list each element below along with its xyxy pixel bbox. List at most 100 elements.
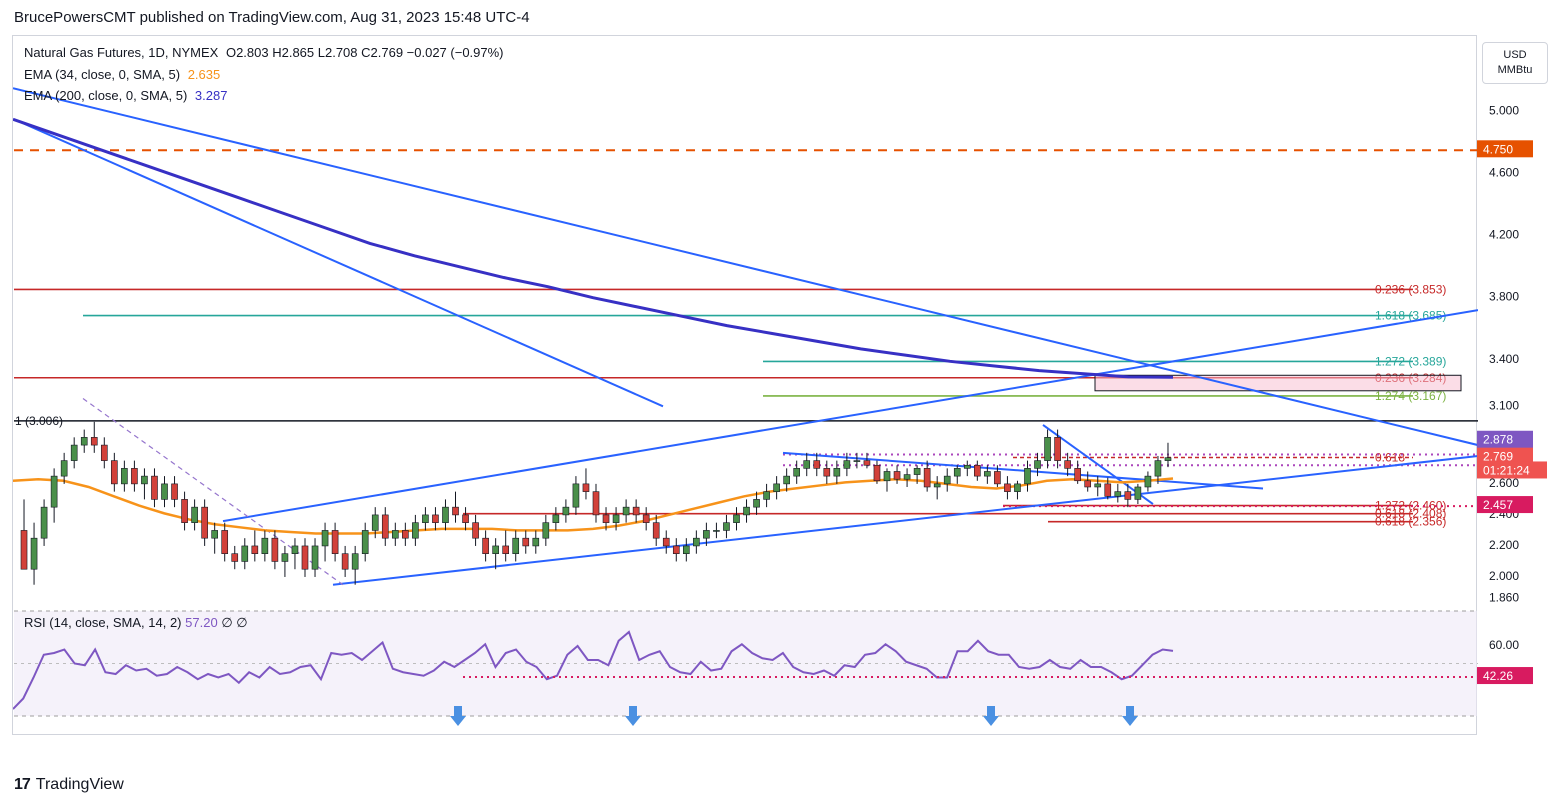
candle-body	[703, 530, 710, 539]
candle-body	[1084, 480, 1092, 488]
price-tick-label: 3.800	[1489, 290, 1519, 304]
candle-body	[452, 506, 459, 516]
fib-level-label: 1.272 (3.389)	[1375, 354, 1446, 368]
tradingview-logo[interactable]: 17 TradingView	[14, 776, 124, 794]
unit-label: MMBtu	[1497, 64, 1533, 76]
candle-body	[512, 537, 520, 554]
trend-line	[222, 309, 1478, 523]
rsi-price-tag	[1477, 667, 1533, 685]
candle-body	[1094, 483, 1102, 488]
candle-body	[171, 483, 178, 500]
rsi-label: RSI (14, close, SMA, 14, 2)	[24, 615, 182, 630]
rsi-extra: ∅ ∅	[221, 615, 248, 630]
up-arrow-icon	[983, 706, 999, 726]
candle-body	[552, 514, 560, 523]
candle-body	[391, 530, 399, 539]
candle-body	[662, 537, 670, 547]
candle-body	[974, 464, 981, 477]
candle-body	[1114, 491, 1122, 497]
legend-symbol-line: Natural Gas Futures, 1D, NYMEX O2.803 H2…	[24, 45, 508, 60]
candle-body	[893, 471, 901, 480]
price-chart[interactable]: 0.236 (3.853)1.618 (3.685)1.272 (3.389)0…	[13, 36, 1478, 736]
highlight-zone	[1094, 374, 1462, 392]
candle-body	[422, 514, 429, 523]
candle-body	[351, 553, 359, 570]
candle-body	[1014, 483, 1021, 492]
candle-body	[753, 499, 760, 508]
candle-body	[131, 468, 138, 485]
candle-body	[90, 437, 98, 446]
candle-body	[793, 468, 801, 477]
fib-level-label: 0.618 (2.408)	[1375, 507, 1446, 521]
candle-body	[492, 545, 499, 554]
candle-body	[1004, 483, 1011, 492]
candle-body	[713, 530, 720, 532]
candle-body	[381, 514, 389, 539]
legend-ema200-value: 3.287	[194, 88, 228, 103]
candle-body	[592, 491, 600, 516]
price-tick-label: 2.600	[1489, 476, 1519, 490]
price-tag	[1477, 496, 1533, 514]
candle-body	[622, 506, 630, 516]
candle-body	[1034, 460, 1041, 469]
candle-body	[853, 460, 861, 462]
candle-body	[642, 514, 650, 523]
candle-body	[903, 474, 911, 480]
candle-body	[1024, 468, 1031, 485]
candle-body	[321, 530, 329, 547]
rsi-line	[13, 630, 1174, 710]
candle-body	[291, 545, 299, 554]
currency-unit-button[interactable]: USD MMBtu	[1482, 42, 1548, 84]
candle-body	[733, 514, 740, 523]
candle-body	[201, 506, 208, 539]
up-arrow-icon	[450, 706, 466, 726]
candle-body	[30, 537, 38, 570]
candle-body	[40, 506, 48, 539]
candle-body	[843, 460, 851, 469]
candle-body	[803, 460, 811, 469]
fib-level-label: 1.274 (3.167)	[1375, 389, 1446, 403]
price-tick-label: 4.200	[1489, 228, 1519, 242]
candle-body	[542, 522, 550, 539]
up-arrow-icon	[1122, 706, 1138, 726]
candle-body	[723, 522, 730, 531]
trend-line	[782, 451, 1264, 490]
candle-body	[652, 522, 660, 539]
candle-body	[984, 471, 991, 477]
candle-body	[683, 545, 690, 554]
price-axis[interactable]: 5.0004.6004.2003.8003.4003.1002.6002.400…	[1477, 35, 1563, 735]
candle-body	[251, 545, 259, 554]
candle-body	[271, 537, 279, 562]
candle-body	[161, 483, 168, 500]
candle-body	[522, 537, 530, 547]
candle-body	[60, 460, 68, 477]
candle-body	[181, 499, 188, 523]
candle-body	[20, 530, 28, 570]
currency-label: USD	[1503, 49, 1527, 61]
price-tag-label: 01:21:24	[1483, 463, 1530, 477]
candle-body	[943, 475, 951, 485]
candle-body	[883, 471, 891, 482]
candle-body	[221, 530, 229, 554]
legend-ema200-label: EMA (200, close, 0, SMA, 5)	[24, 88, 188, 103]
candle-body	[241, 545, 249, 562]
price-tick-label: 3.400	[1489, 352, 1519, 366]
tradingview-logo-icon: 17	[14, 776, 31, 793]
rsi-value: 57.20	[185, 615, 218, 630]
candle-body	[502, 545, 509, 554]
candle-body	[1124, 491, 1132, 500]
candle-body	[1054, 437, 1061, 461]
candle-body	[532, 537, 540, 547]
up-arrow-icon	[625, 706, 641, 726]
price-tick-label: 5.000	[1489, 104, 1519, 118]
price-tag-label: 2.878	[1483, 433, 1513, 447]
price-tag	[1477, 461, 1547, 479]
candle-body	[301, 545, 309, 570]
candle-body	[783, 475, 790, 485]
legend-ohlc: O2.803 H2.865 L2.708 C2.769 −0.027 (−0.9…	[225, 45, 504, 60]
price-tag	[1477, 140, 1533, 158]
candle-body	[1064, 460, 1071, 469]
candle-body	[281, 553, 289, 562]
candle-body	[80, 437, 88, 446]
rsi-legend: RSI (14, close, SMA, 14, 2) 57.20 ∅ ∅	[24, 615, 248, 631]
